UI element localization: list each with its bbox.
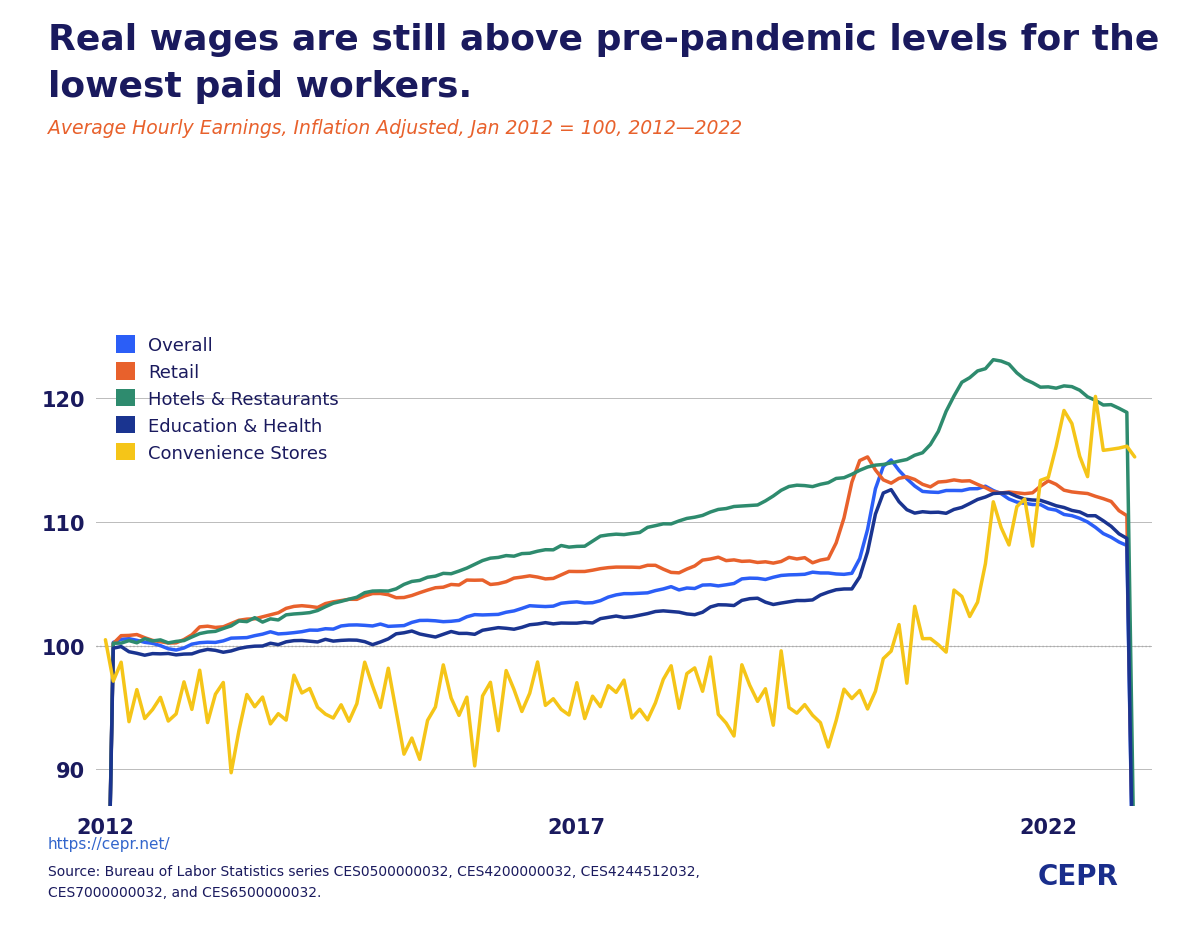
Text: lowest paid workers.: lowest paid workers. xyxy=(48,70,472,104)
Text: Real wages are still above pre-pandemic levels for the: Real wages are still above pre-pandemic … xyxy=(48,23,1159,57)
Text: Source: Bureau of Labor Statistics series CES0500000032, CES4200000032, CES42445: Source: Bureau of Labor Statistics serie… xyxy=(48,864,700,878)
Text: CEPR: CEPR xyxy=(1038,862,1118,890)
Text: Average Hourly Earnings, Inflation Adjusted, Jan 2012 = 100, 2012—2022: Average Hourly Earnings, Inflation Adjus… xyxy=(48,119,742,137)
Legend: Overall, Retail, Hotels & Restaurants, Education & Health, Convenience Stores: Overall, Retail, Hotels & Restaurants, E… xyxy=(115,336,338,463)
Text: CES7000000032, and CES6500000032.: CES7000000032, and CES6500000032. xyxy=(48,885,322,899)
Text: https://cepr.net/: https://cepr.net/ xyxy=(48,836,170,851)
